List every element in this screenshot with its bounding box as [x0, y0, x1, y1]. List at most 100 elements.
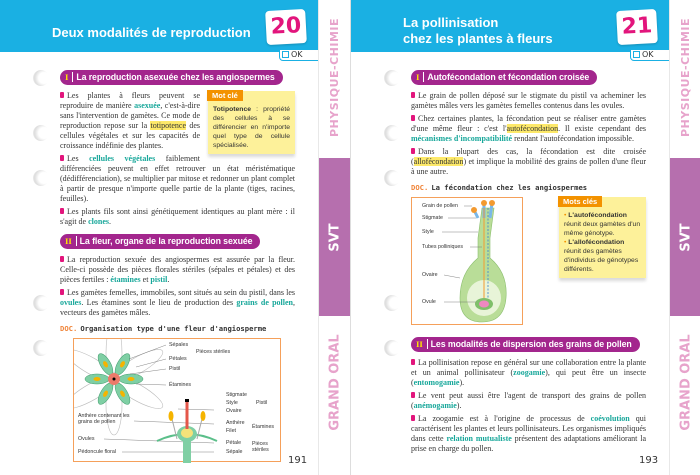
highlighted-term: autofécondation — [506, 124, 559, 133]
label-petale: Pétale — [226, 440, 242, 446]
bullet-icon — [60, 256, 64, 262]
section-heading-2: II Les modalités de dispersion des grains… — [411, 337, 640, 352]
ok-checkbox[interactable]: OK — [279, 49, 319, 61]
label-style: Style — [226, 400, 238, 406]
text-run: , vecteurs des gamètes mâles. — [60, 298, 296, 317]
label-stigmate: Stigmate — [422, 215, 443, 221]
section-2-text: La reproduction sexuée des angiospermes … — [60, 255, 295, 318]
title-line: La pollinisation — [403, 15, 499, 30]
section-numeral: II — [416, 339, 428, 349]
label-style: Style — [422, 229, 434, 235]
text-run: présentent des adaptations améliorant la… — [411, 434, 647, 453]
flower-diagram: Sépales Pétales Pièces stériles Pistil É… — [73, 338, 281, 463]
key-term: clones — [88, 217, 109, 226]
label-pedoncule: Pédoncule floral — [78, 449, 116, 455]
paragraph: Dans la plupart des cas, la fécondation … — [411, 147, 646, 177]
section-numeral: I — [65, 72, 74, 82]
label-ovaire: Ovaire — [226, 408, 242, 414]
tab-svt[interactable]: SVT — [670, 158, 700, 316]
keyword-definition: : propriété des cellules à se différenci… — [213, 106, 290, 149]
punch-hole — [384, 340, 400, 356]
doc-prefix: DOC. — [411, 183, 429, 192]
doc-prefix: DOC. — [60, 324, 78, 333]
label-pistil-group: Pistil — [256, 400, 268, 406]
label-anthere: Anthère — [226, 420, 245, 426]
page-number: 191 — [288, 455, 308, 466]
section-1-text: Le grain de pollen déposé sur le stigmat… — [411, 91, 646, 177]
key-term: asexuée — [134, 101, 161, 110]
chapter-title: La pollinisation chez les plantes à fleur… — [403, 15, 553, 47]
ok-label: OK — [291, 50, 303, 59]
text-run: Le grain de pollen déposé sur le stigmat… — [411, 91, 646, 110]
bullet-icon — [411, 392, 415, 398]
bullet-icon — [411, 415, 415, 421]
paragraph: Les plants fils sont ainsi génétiquement… — [60, 207, 295, 227]
label-ovaire: Ovaire — [422, 272, 438, 278]
text-run: Les plants fils sont ainsi génétiquement… — [60, 207, 295, 226]
text-run: qui caractérisent les plantes et leurs p… — [411, 414, 646, 443]
checkbox-icon[interactable] — [633, 51, 640, 58]
section-2-text: La pollinisation repose en général sur u… — [411, 358, 646, 454]
section-heading-1: I Autofécondation et fécondation croisée — [411, 70, 598, 85]
tab-svt[interactable]: SVT — [319, 158, 350, 316]
doc-caption: DOC. Organisation type d'une fleur d'angi… — [60, 324, 295, 333]
label-pieces-steriles: Pièces stériles — [196, 349, 231, 355]
keywords-box: Mots clés • L'autofécondation réunit deu… — [558, 196, 646, 278]
keyword-item: • L'allofécondation réunit des gamètes d… — [564, 239, 639, 273]
tab-physique-chimie[interactable]: PHYSIQUE-CHIMIE — [319, 10, 350, 145]
page-number: 193 — [639, 455, 659, 466]
punch-hole — [384, 295, 400, 311]
text-run: La pollinisation repose en général sur u… — [411, 358, 646, 377]
text-run: . Il existe cependant des — [558, 124, 647, 133]
text-run: . — [109, 217, 111, 226]
label-pieces-steriles-group: Pièces stériles — [252, 441, 269, 453]
text-run: Dans la plupart des cas, la fécondation … — [411, 147, 646, 166]
chapter-header — [351, 0, 669, 52]
punch-hole — [384, 125, 400, 141]
page-content: I Autofécondation et fécondation croisée … — [411, 67, 646, 457]
punch-hole — [33, 295, 49, 311]
keyword-item: • L'autofécondation réunit deux gamètes … — [564, 212, 641, 237]
label-etamines-group: Étamines — [252, 424, 275, 430]
text-run: La zoogamie est à l'origine de processus… — [418, 414, 591, 423]
text-run: Le vent peut aussi être l'agent de trans… — [411, 391, 646, 410]
keyword-term: L'allofécondation — [568, 239, 625, 246]
doc-caption: DOC. La fécondation chez les angiospermes — [411, 183, 646, 192]
punch-hole — [33, 70, 49, 86]
doc-row: Grain de pollen Stigmate Style Tubes pol… — [411, 196, 646, 325]
checkbox-icon[interactable] — [282, 51, 289, 58]
punch-hole — [33, 170, 49, 186]
text-run: ). — [459, 378, 465, 387]
section-title: Autofécondation et fécondation croisée — [427, 72, 590, 82]
tab-physique-chimie[interactable]: PHYSIQUE-CHIMIE — [670, 10, 700, 145]
chapter-number: 21 — [616, 8, 658, 46]
ok-checkbox[interactable]: OK — [630, 49, 670, 61]
bullet-icon — [60, 289, 64, 295]
pistil-illustration — [442, 200, 507, 323]
chapter-number: 20 — [265, 8, 307, 46]
section-heading-1: I La reproduction asexuée chez les angios… — [60, 70, 283, 85]
key-term: pistil — [150, 275, 168, 284]
paragraph: Les cellules végétales faiblement différ… — [60, 154, 295, 204]
tab-label: SVT — [678, 222, 694, 252]
tab-grand-oral[interactable]: GRAND ORAL — [319, 322, 350, 442]
text-run: ) et implique la mobilité des grains de … — [411, 157, 646, 176]
text-run: Les plantes à fleurs peuvent se reprodui… — [60, 91, 200, 110]
bullet-icon — [411, 115, 415, 121]
text-run: Les — [67, 154, 90, 163]
paragraph: Les plantes à fleurs peuvent se reprodui… — [60, 91, 295, 151]
section-title: Les modalités de dispersion des grains d… — [430, 339, 632, 349]
paragraph: La pollinisation repose en général sur u… — [411, 358, 646, 388]
keywords-label: Mots clés — [558, 196, 603, 207]
doc-title: La fécondation chez les angiospermes — [431, 183, 588, 192]
bullet-icon — [411, 92, 415, 98]
text-run: faiblement différenciées peuvent en effe… — [60, 154, 295, 203]
page-193: La pollinisation chez les plantes à fleur… — [350, 0, 700, 475]
punch-hole — [33, 125, 49, 141]
tab-grand-oral[interactable]: GRAND ORAL — [670, 322, 700, 442]
section-1-text: Mot clé Totipotence : propriété des cell… — [60, 90, 295, 227]
key-term: cellules végétales — [89, 154, 156, 163]
key-term: relation mutualiste — [446, 434, 512, 443]
ok-label: OK — [642, 50, 654, 59]
section-numeral: I — [416, 72, 425, 82]
